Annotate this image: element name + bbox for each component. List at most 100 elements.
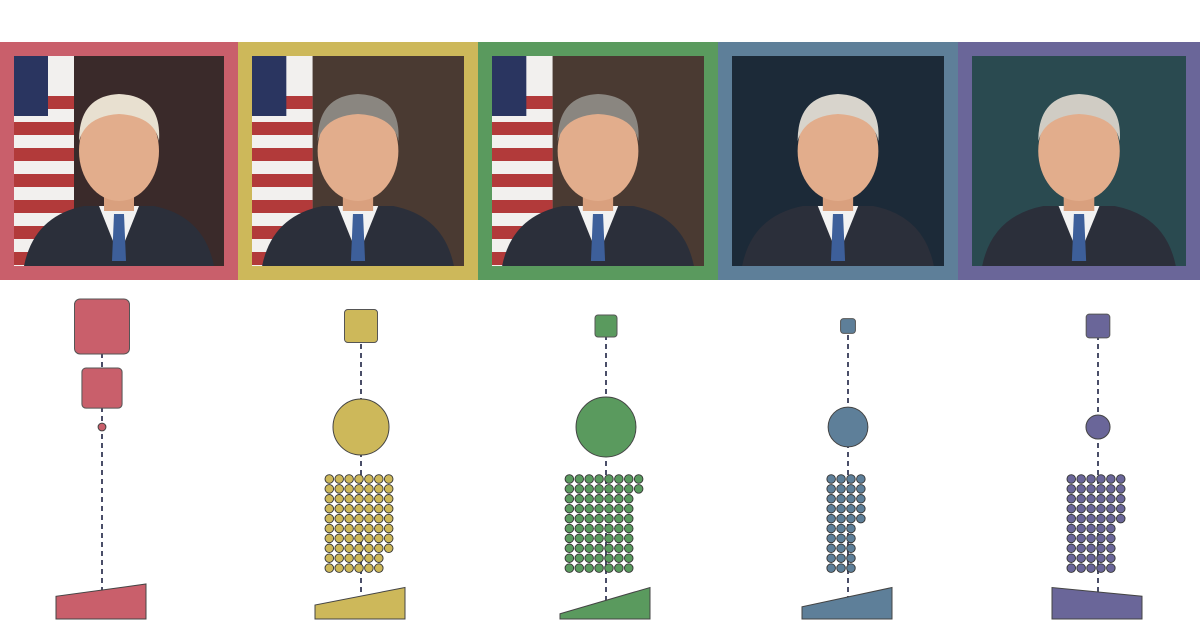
count-dot xyxy=(1066,553,1076,563)
count-dot xyxy=(1076,503,1086,514)
count-dot xyxy=(564,503,575,514)
count-dot xyxy=(344,494,354,504)
count-dot xyxy=(1066,503,1076,514)
count-dot xyxy=(594,533,604,544)
count-dot xyxy=(364,533,374,544)
count-dot xyxy=(836,553,846,563)
portrait-photo xyxy=(14,56,224,266)
count-dot xyxy=(826,563,836,573)
count-dot xyxy=(826,503,836,514)
count-dot xyxy=(344,543,354,554)
count-dot xyxy=(354,513,364,524)
count-dot xyxy=(334,533,344,544)
count-dot xyxy=(1066,533,1076,544)
count-dot xyxy=(856,513,866,524)
count-dot xyxy=(1076,523,1086,534)
count-dot xyxy=(614,523,624,534)
count-dot xyxy=(364,484,374,494)
count-dot xyxy=(324,553,335,563)
count-dot xyxy=(624,563,634,573)
count-dot xyxy=(324,543,335,554)
count-dot xyxy=(836,523,846,534)
count-dot xyxy=(614,503,624,514)
count-dot xyxy=(1076,494,1086,504)
count-dot xyxy=(624,533,634,544)
count-dot xyxy=(574,523,585,534)
trend-wedge xyxy=(314,586,406,620)
count-dot xyxy=(604,533,614,544)
count-dot xyxy=(624,543,634,554)
count-dot xyxy=(1076,553,1086,563)
count-dot xyxy=(1115,503,1126,514)
count-dot xyxy=(374,523,384,534)
count-dot xyxy=(604,553,614,563)
count-dot xyxy=(1096,484,1106,494)
count-dot xyxy=(604,474,614,484)
count-dot xyxy=(624,474,634,484)
count-dot xyxy=(1086,513,1096,524)
count-dot xyxy=(826,513,836,524)
portrait-photo xyxy=(492,56,704,266)
portrait-photo xyxy=(252,56,464,266)
count-dot xyxy=(584,543,594,554)
count-dot xyxy=(354,543,364,554)
count-dot xyxy=(564,474,575,484)
count-dot xyxy=(364,563,374,573)
count-dot xyxy=(574,494,585,504)
count-dot xyxy=(846,533,856,544)
count-dot xyxy=(564,543,575,554)
count-dot xyxy=(856,503,866,514)
portrait-photo xyxy=(972,56,1186,266)
count-dot xyxy=(354,474,364,484)
count-dot xyxy=(584,563,594,573)
count-dot xyxy=(1076,563,1086,573)
count-dot xyxy=(846,553,856,563)
count-dot xyxy=(564,494,575,504)
count-dot xyxy=(1106,533,1116,544)
portrait-photo xyxy=(732,56,944,266)
count-dot xyxy=(624,553,634,563)
count-dot xyxy=(1106,553,1116,563)
count-dot xyxy=(354,484,364,494)
count-dot xyxy=(1096,543,1106,554)
count-dot xyxy=(633,484,644,494)
count-dot xyxy=(584,533,594,544)
count-dot xyxy=(836,543,846,554)
count-dot xyxy=(1086,494,1096,504)
portrait-frame xyxy=(958,42,1200,280)
count-dot xyxy=(324,484,335,494)
count-dot xyxy=(334,513,344,524)
count-dot xyxy=(324,563,335,573)
count-dot xyxy=(1086,553,1096,563)
count-dot xyxy=(846,513,856,524)
count-dot xyxy=(584,484,594,494)
value-circle xyxy=(575,396,637,458)
count-dot xyxy=(574,503,585,514)
value-circle xyxy=(97,422,107,432)
count-dot xyxy=(1115,474,1126,484)
count-dot xyxy=(614,553,624,563)
count-dot xyxy=(1096,533,1106,544)
count-dot xyxy=(1076,474,1086,484)
count-dot xyxy=(1106,494,1116,504)
value-circle xyxy=(1085,414,1111,440)
count-dot xyxy=(604,503,614,514)
trend-wedge xyxy=(55,583,147,620)
count-dot xyxy=(1066,484,1076,494)
count-dot xyxy=(574,513,585,524)
portrait-frame xyxy=(0,42,238,280)
count-dot xyxy=(574,553,585,563)
count-dot xyxy=(836,474,846,484)
count-dot xyxy=(584,503,594,514)
count-dot xyxy=(1066,543,1076,554)
count-dot xyxy=(604,563,614,573)
count-dot xyxy=(574,563,585,573)
count-dot xyxy=(364,543,374,554)
count-dot xyxy=(604,484,614,494)
count-dot xyxy=(826,523,836,534)
count-dot xyxy=(334,553,344,563)
value-square xyxy=(344,309,378,343)
count-dot xyxy=(344,503,354,514)
count-dot xyxy=(364,553,374,563)
count-dot xyxy=(594,484,604,494)
